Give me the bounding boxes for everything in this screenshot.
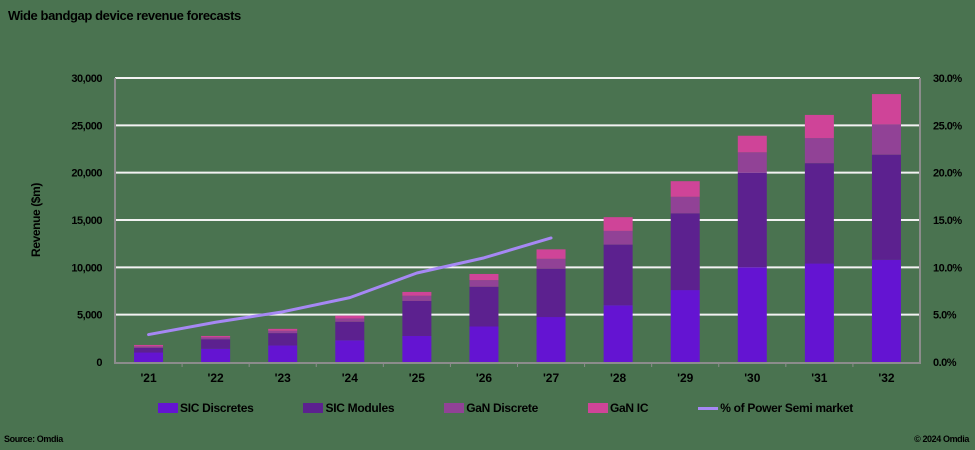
y-tick-label: 25,000 — [71, 120, 102, 132]
bar-segment — [536, 317, 566, 362]
bar-segment — [737, 267, 767, 362]
legend-color-swatch-icon — [158, 403, 178, 413]
y2-tick-label: 10.0% — [933, 262, 962, 274]
bar-segment — [804, 263, 834, 362]
bar-segment — [603, 244, 633, 306]
legend-item: SIC Modules — [303, 401, 395, 415]
bar-segment — [134, 344, 164, 347]
bar-segment — [804, 138, 834, 164]
bar-segment — [134, 346, 164, 348]
chart-title: Wide bandgap device revenue forecasts — [8, 8, 241, 23]
bar-segment — [737, 135, 767, 153]
bar-segment — [268, 330, 298, 334]
x-tick-label: '26 — [476, 371, 493, 385]
bar-segment — [804, 163, 834, 264]
copyright-note: © 2024 Omdia — [914, 434, 969, 444]
bar-segment — [804, 114, 834, 139]
bar-segment — [536, 249, 566, 259]
legend: SIC Discretes SIC Modules GaN Discrete GaN … — [158, 401, 903, 415]
y-tick-label: 10,000 — [71, 262, 102, 274]
x-tick-label: '31 — [811, 371, 828, 385]
legend-item: SIC Discretes — [158, 401, 254, 415]
bar-segment — [603, 305, 633, 362]
y-axis-title: Revenue ($m) — [29, 183, 43, 257]
legend-item: % of Power Semi market — [698, 401, 853, 415]
bar-segment — [335, 340, 365, 362]
legend-color-swatch-icon — [587, 403, 608, 413]
bar-segment — [402, 335, 432, 362]
bar-segment — [335, 315, 365, 319]
bar-segment — [536, 268, 566, 318]
bar-segment — [871, 94, 901, 125]
legend-label: SIC Modules — [325, 401, 395, 415]
x-tick-label: '21 — [140, 371, 157, 385]
bar-segment — [134, 347, 164, 353]
x-tick-label: '27 — [543, 371, 560, 385]
legend-label: SIC Discretes — [180, 401, 254, 415]
bar-segment — [536, 258, 566, 269]
x-tick-label: '29 — [677, 371, 694, 385]
bar-segment — [469, 273, 499, 281]
y2-tick-label: 5.0% — [933, 310, 957, 322]
bar-segment — [134, 352, 164, 362]
y2-tick-label: 20.0% — [933, 168, 962, 180]
x-tick-label: '32 — [878, 371, 895, 385]
x-tick-label: '30 — [744, 371, 761, 385]
x-tick-label: '24 — [342, 371, 359, 385]
bar-segment — [670, 213, 700, 291]
bar-segment — [469, 326, 499, 362]
bar-segment — [201, 339, 231, 349]
bar-segment — [737, 152, 767, 173]
legend-color-swatch-icon — [303, 403, 324, 413]
x-tick-label: '28 — [610, 371, 627, 385]
x-tick-label: '25 — [409, 371, 426, 385]
bar-segment — [871, 154, 901, 260]
source-note: Source: Omdia — [4, 434, 63, 444]
bar-segment — [670, 290, 700, 362]
x-tick-label: '23 — [275, 371, 292, 385]
bar-segment — [402, 295, 432, 301]
bar-segment — [603, 217, 633, 231]
legend-line-swatch-icon — [698, 406, 719, 410]
bar-segment — [268, 333, 298, 346]
y-tick-label: 0 — [96, 357, 102, 369]
bar-segment — [201, 348, 231, 362]
bar-segment — [603, 230, 633, 245]
bar-segment — [201, 335, 231, 338]
bar-segment — [402, 291, 432, 296]
bar-segment — [335, 318, 365, 322]
bar-segment — [268, 345, 298, 362]
y-tick-label: 20,000 — [71, 168, 102, 180]
y2-tick-label: 15.0% — [933, 215, 962, 227]
percent-share-line — [147, 236, 553, 337]
bar-segment — [670, 181, 700, 197]
legend-item: GaN Discrete — [444, 401, 538, 415]
y2-tick-label: 30.0% — [933, 73, 962, 85]
bar-segment — [670, 196, 700, 214]
y2-tick-label: 0.0% — [933, 357, 957, 369]
y-tick-label: 5,000 — [77, 310, 102, 322]
bar-segment — [469, 280, 499, 287]
legend-label: GaN IC — [609, 401, 649, 415]
legend-color-swatch-icon — [444, 403, 465, 413]
bar-segment — [469, 286, 499, 327]
y2-tick-label: 25.0% — [933, 120, 962, 132]
bar-segment — [201, 337, 231, 340]
bar-segment — [737, 172, 767, 268]
legend-label: % of Power Semi market — [720, 401, 853, 415]
y-tick-label: 15,000 — [71, 215, 102, 227]
bar-segment — [871, 259, 901, 362]
legend-item: GaN IC — [587, 401, 649, 415]
bar-segment — [402, 300, 432, 336]
bar-segment — [268, 328, 298, 331]
y-tick-label: 30,000 — [71, 73, 102, 85]
bar-segment — [871, 124, 901, 155]
legend-label: GaN Discrete — [466, 401, 538, 415]
x-tick-label: '22 — [208, 371, 225, 385]
bar-segment — [335, 321, 365, 341]
